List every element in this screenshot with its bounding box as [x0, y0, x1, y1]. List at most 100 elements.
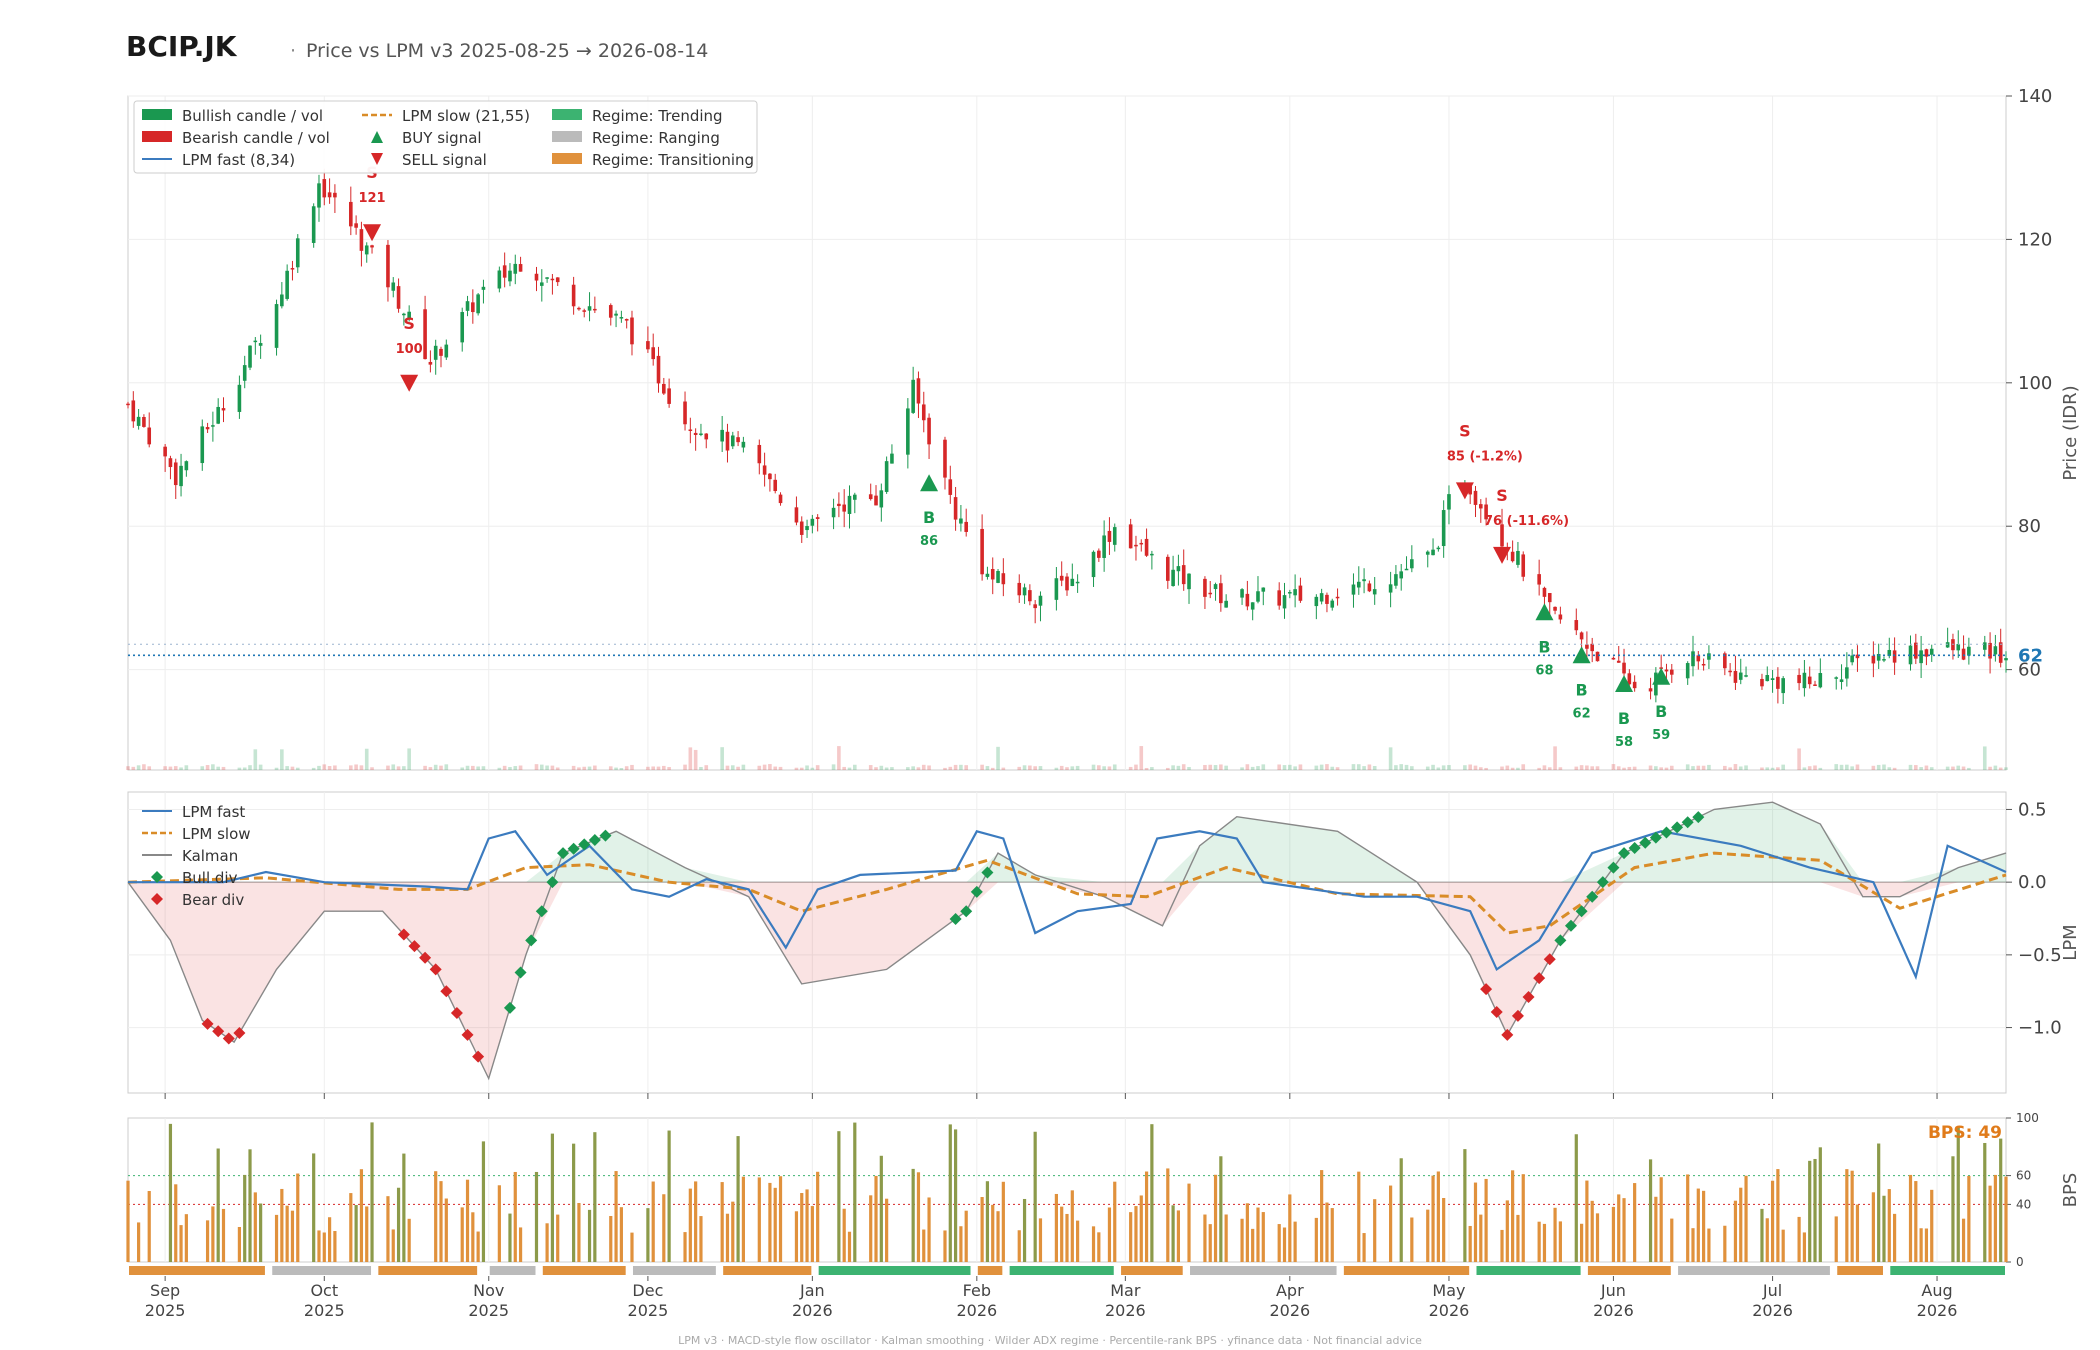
volume-bar — [444, 764, 449, 770]
bearish-candle — [126, 403, 130, 406]
bps-bar — [253, 1192, 257, 1262]
volume-bar — [1362, 766, 1366, 770]
bps-bar — [1357, 1171, 1361, 1262]
volume-bar — [1351, 764, 1356, 770]
bps-bar — [1224, 1214, 1228, 1262]
bps-bar — [991, 1204, 995, 1262]
volume-bar — [1388, 747, 1393, 770]
bps-bar — [296, 1173, 300, 1262]
volume-bar — [953, 764, 958, 770]
regime-segment-transitioning — [1121, 1266, 1183, 1275]
separator-dot: · — [290, 40, 297, 62]
bearish-candle — [794, 507, 799, 523]
volume-bar — [539, 764, 544, 770]
bearish-candle — [1807, 676, 1812, 685]
bullish-candle — [1744, 675, 1748, 677]
bps-bar — [847, 1231, 852, 1262]
bps-bar — [248, 1149, 252, 1262]
price-panel: 60 80 100 120 140 Price (IDR) 62 S 121 S 100 B 86 S 85… — [126, 86, 2081, 771]
bps-bar — [396, 1187, 401, 1262]
volume-bar — [964, 765, 969, 770]
bearish-candle — [667, 388, 671, 404]
bps-bar — [1686, 1174, 1690, 1262]
volume-bar — [1744, 765, 1748, 770]
volume-bar — [699, 766, 703, 770]
bps-bar — [1882, 1195, 1886, 1262]
bps-bar — [1473, 1182, 1478, 1262]
bullish-candle — [136, 416, 141, 426]
bullish-candle — [460, 312, 465, 343]
volume-bar — [1659, 767, 1663, 770]
regime-segment-transitioning — [1343, 1266, 1470, 1275]
regime-segment-trending — [818, 1266, 971, 1275]
legend-label: LPM slow — [182, 825, 251, 843]
bearish-candle — [1558, 614, 1563, 620]
bullish-candle — [508, 270, 512, 282]
bear-div-marker — [222, 1032, 235, 1045]
bps-bar — [1776, 1169, 1780, 1262]
volume-bar — [131, 766, 136, 770]
volume-bar — [1505, 765, 1510, 770]
volume-bar — [205, 765, 210, 770]
volume-bar — [720, 747, 724, 770]
bearish-candle — [1335, 596, 1340, 599]
bps-bar — [1670, 1218, 1674, 1262]
bullish-candle — [1436, 547, 1441, 550]
volume-bar — [1802, 767, 1807, 770]
bullish-candle — [476, 294, 480, 314]
bearish-candle — [624, 318, 629, 321]
volume-bar — [1521, 764, 1526, 770]
bullish-candle — [1288, 592, 1292, 594]
bullish-candle — [1410, 559, 1414, 569]
bps-bar — [1038, 1218, 1043, 1262]
bps-bar — [1516, 1214, 1520, 1262]
bps-bar — [948, 1124, 952, 1262]
bear-div-marker — [419, 951, 432, 964]
volume-bar — [948, 766, 953, 770]
bullish-candle — [587, 306, 592, 311]
volume-bar — [1256, 766, 1260, 770]
bps-bar — [1797, 1216, 1801, 1262]
bear-div-marker — [440, 985, 453, 998]
volume-bar — [2004, 767, 2008, 770]
lpm-plot-area — [127, 791, 2007, 1094]
bps-bar — [439, 1181, 443, 1262]
bps-bar — [1203, 1214, 1207, 1262]
bps-bar — [1744, 1175, 1748, 1262]
bullish-candle — [407, 311, 411, 318]
bearish-candle — [651, 347, 656, 360]
volume-bar — [1701, 765, 1706, 770]
bps-bar — [1208, 1224, 1212, 1262]
bps-bar — [545, 1223, 549, 1262]
bps-bar — [137, 1222, 141, 1262]
bullish-candle — [1022, 587, 1027, 596]
sell-signal-marker — [400, 374, 419, 392]
bullish-candle — [1441, 510, 1446, 547]
volume-bar — [911, 766, 915, 770]
bullish-candle — [730, 435, 735, 447]
bearish-candle — [1998, 642, 2003, 663]
bearish-candle — [1500, 524, 1504, 547]
volume-bar — [1945, 766, 1950, 770]
sell-signal-marker — [1455, 482, 1474, 500]
bearish-candle — [1595, 651, 1600, 662]
volume-bar — [1760, 767, 1764, 770]
x-tick-year: 2025 — [628, 1301, 669, 1320]
bps-bar — [1892, 1213, 1897, 1262]
bull-div-marker — [1554, 934, 1567, 947]
volume-bar — [1537, 767, 1541, 770]
bullish-candle — [1388, 584, 1393, 593]
bullish-candle — [1330, 600, 1335, 608]
bps-bar — [619, 1207, 623, 1262]
bps-bar — [1887, 1189, 1891, 1262]
bull-div-marker — [949, 912, 962, 925]
bps-bar — [778, 1176, 783, 1262]
volume-bar — [688, 747, 693, 770]
bps-bar — [1330, 1208, 1334, 1262]
bps-bar — [1723, 1225, 1727, 1262]
volume-bar — [810, 767, 815, 770]
bullish-candle — [539, 282, 544, 286]
bps-bar — [1399, 1158, 1403, 1262]
x-tick-year: 2025 — [304, 1301, 345, 1320]
bearish-candle — [1553, 606, 1557, 611]
